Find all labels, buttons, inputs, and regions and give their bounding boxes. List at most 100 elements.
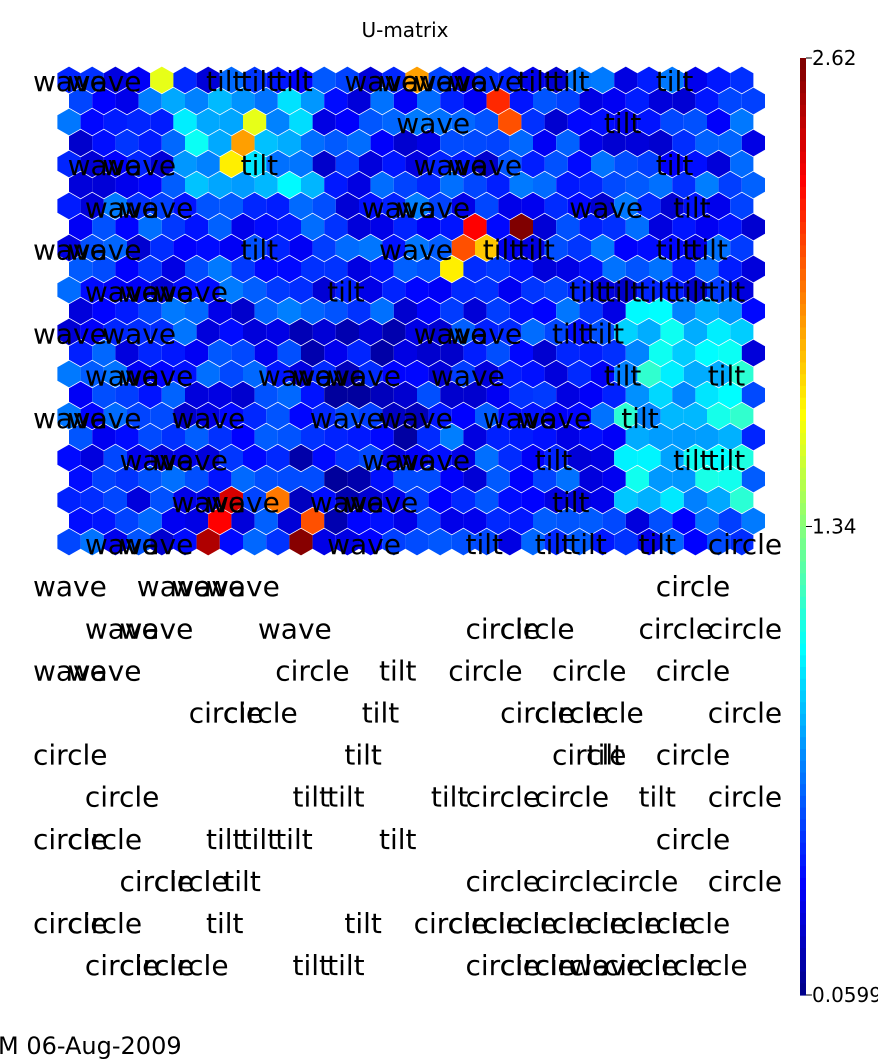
- colorbar-segment: [800, 690, 806, 703]
- colorbar-segment: [800, 772, 806, 785]
- hex-cell: [498, 66, 522, 94]
- hex-cell: [196, 150, 220, 178]
- class-label: circle: [189, 697, 263, 730]
- hex-cell: [335, 234, 359, 262]
- hex-cell: [649, 465, 673, 493]
- hex-cell: [637, 444, 661, 472]
- class-label: wave: [85, 360, 159, 393]
- hex-cell: [579, 423, 603, 451]
- class-label: tilt: [569, 276, 607, 309]
- hex-cell: [707, 66, 731, 94]
- hex-cell: [730, 108, 754, 136]
- hex-cell: [730, 150, 754, 178]
- hex-cell: [219, 234, 243, 262]
- class-label: tilt: [293, 949, 331, 982]
- colorbar-segment: [800, 245, 806, 258]
- hex-cell: [243, 192, 267, 220]
- hex-cell: [463, 87, 487, 115]
- hex-cell: [695, 423, 719, 451]
- hex-cell: [393, 87, 417, 115]
- hex-cell: [509, 381, 533, 409]
- hex-cell: [185, 213, 209, 241]
- hex-cell: [637, 486, 661, 514]
- hex-cell: [683, 276, 707, 304]
- hex-cell: [370, 213, 394, 241]
- hex-cell: [463, 507, 487, 535]
- hex-cell: [301, 87, 325, 115]
- hex-cell: [440, 213, 464, 241]
- hex-cell: [428, 444, 452, 472]
- hex-cell: [219, 402, 243, 430]
- hex-cell: [602, 297, 626, 325]
- class-label: tilt: [241, 65, 279, 98]
- hex-cell: [312, 360, 336, 388]
- class-label: tilt: [621, 402, 659, 435]
- hex-cell: [451, 486, 475, 514]
- colorbar-segment: [800, 538, 806, 551]
- hex-cell: [92, 171, 116, 199]
- class-label: wave: [102, 318, 176, 351]
- hex-cell: [382, 234, 406, 262]
- hex-cell: [243, 528, 267, 556]
- hex-cell: [509, 129, 533, 157]
- class-label: wave: [569, 191, 643, 224]
- hex-cell: [335, 192, 359, 220]
- class-label: tilt: [673, 444, 711, 477]
- colorbar-segment: [800, 503, 806, 516]
- hex-cell: [625, 381, 649, 409]
- hex-cell: [347, 423, 371, 451]
- hex-cell: [347, 87, 371, 115]
- hex-cell: [417, 171, 441, 199]
- class-label: tilt: [535, 528, 573, 561]
- hex-cell: [359, 108, 383, 136]
- colorbar-segment: [800, 795, 806, 809]
- class-label: tilt: [466, 528, 504, 561]
- hex-cell: [115, 87, 139, 115]
- hex-cell: [359, 528, 383, 556]
- hex-cell: [683, 150, 707, 178]
- hex-cell: [312, 528, 336, 556]
- hex-cell: [231, 255, 255, 283]
- hex-cell: [625, 423, 649, 451]
- hex-cell: [92, 297, 116, 325]
- class-label: wave: [569, 949, 643, 982]
- hex-cell: [231, 171, 255, 199]
- hex-cell: [231, 87, 255, 115]
- class-label: circle: [656, 654, 730, 687]
- hex-cell: [625, 129, 649, 157]
- hex-cell: [161, 213, 185, 241]
- hex-cell: [370, 255, 394, 283]
- hex-cell: [138, 465, 162, 493]
- hex-cell: [92, 213, 116, 241]
- class-label: tilt: [604, 107, 642, 140]
- hex-cell: [173, 528, 197, 556]
- hex-cell: [544, 318, 568, 346]
- hex-cell: [393, 423, 417, 451]
- hex-cell: [347, 213, 371, 241]
- class-label: circle: [639, 612, 713, 645]
- class-label: tilt: [344, 907, 382, 940]
- hex-cell: [498, 444, 522, 472]
- colorbar-segment: [800, 749, 806, 762]
- hex-cell: [150, 360, 174, 388]
- hex-cell: [486, 339, 510, 367]
- hex-cell: [695, 255, 719, 283]
- colorbar-segment: [800, 268, 806, 282]
- hex-cell: [440, 507, 464, 535]
- class-label: wave: [344, 65, 418, 98]
- class-label: wave: [396, 191, 470, 224]
- hex-cell: [741, 297, 765, 325]
- colorbar-segment: [800, 667, 806, 680]
- hex-cell: [625, 87, 649, 115]
- hex-cell: [486, 171, 510, 199]
- hex-cell: [254, 339, 278, 367]
- hex-cell: [428, 192, 452, 220]
- hex-cell: [57, 528, 81, 556]
- hex-cell: [556, 339, 580, 367]
- hex-cell: [672, 255, 696, 283]
- hex-cell: [602, 171, 626, 199]
- hex-cell: [602, 213, 626, 241]
- hex-cell: [69, 507, 93, 535]
- hex-cell: [243, 66, 267, 94]
- hex-cell: [556, 297, 580, 325]
